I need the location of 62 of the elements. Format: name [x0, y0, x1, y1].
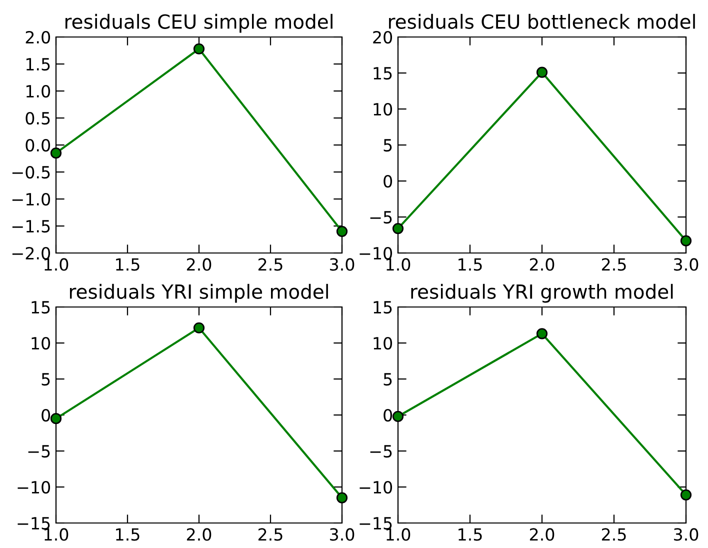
- chart-title: residuals YRI simple model: [70, 284, 328, 303]
- x-tick-label: 3.0: [674, 258, 698, 271]
- y-tick-label: 0: [384, 174, 392, 188]
- y-tick-label: 15: [374, 301, 392, 314]
- x-tick-label: 1.5: [458, 528, 482, 541]
- x-tick-label: 1.5: [458, 258, 482, 271]
- y-tick-label: −5: [370, 445, 392, 458]
- point: [536, 328, 548, 340]
- y-tick-label: 0.0: [26, 138, 50, 152]
- y-tick-label: 0.5: [26, 112, 50, 125]
- x-tick-label: 2.0: [530, 528, 554, 541]
- y-tick-label: 0: [384, 408, 392, 422]
- x-tick-label: 1.5: [116, 528, 140, 541]
- x-tick-label: 2.5: [602, 258, 626, 271]
- x-tick-label: 3.0: [674, 528, 698, 541]
- y-tick-label: −5: [28, 445, 50, 458]
- x-tick-label: 3.0: [330, 258, 354, 271]
- y-tick-label: 10: [374, 102, 392, 116]
- y-tick-label: 5: [384, 139, 392, 152]
- y-tick-label: −5: [370, 211, 392, 224]
- y-tick-label: −1.0: [12, 192, 50, 206]
- y-tick-label: 20: [373, 30, 392, 44]
- y-tick-label: −10: [18, 480, 50, 494]
- point: [392, 410, 404, 422]
- y-tick-label: −15: [360, 517, 392, 530]
- y-tick-label: 5: [384, 373, 392, 386]
- chart-title: residuals CEU bottleneck model: [389, 14, 695, 29]
- y-tick-label: −15: [18, 517, 50, 530]
- chart-title: residuals CEU simple model: [66, 14, 332, 33]
- point: [536, 66, 548, 78]
- chart-title: residuals YRI growth model: [411, 284, 673, 303]
- x-tick-label: 2.0: [186, 258, 212, 271]
- y-tick-label: 1.5: [26, 58, 50, 71]
- point: [336, 226, 348, 237]
- y-tick-label: 10: [374, 336, 392, 350]
- y-tick-label: −10: [360, 480, 392, 494]
- x-tick-label: 2.5: [602, 528, 626, 541]
- x-tick-label: 2.5: [258, 528, 282, 541]
- y-tick-label: 15: [32, 301, 50, 314]
- x-tick-label: 2.0: [530, 258, 554, 271]
- y-tick-label: 5: [42, 373, 50, 386]
- point: [336, 492, 348, 504]
- y-tick-label: 2.0: [26, 30, 50, 44]
- y-tick-label: 10: [32, 336, 50, 350]
- point: [50, 148, 62, 159]
- y-tick-label: −10: [360, 246, 392, 260]
- point: [680, 489, 692, 500]
- x-tick-label: 2.5: [258, 258, 282, 271]
- y-tick-label: −1.5: [12, 220, 50, 233]
- x-tick-label: 3.0: [330, 528, 354, 541]
- point: [193, 43, 205, 54]
- point: [50, 413, 62, 424]
- y-tick-label: −0.5: [12, 166, 50, 179]
- y-tick-label: 1.0: [26, 84, 50, 98]
- x-tick-label: 1.5: [116, 258, 140, 271]
- x-tick-label: 2.0: [186, 528, 212, 541]
- point: [680, 235, 692, 246]
- y-tick-label: 15: [374, 67, 392, 80]
- point: [193, 322, 205, 334]
- point: [392, 222, 404, 234]
- y-tick-label: −2.0: [12, 246, 50, 260]
- y-tick-label: 0: [42, 408, 50, 422]
